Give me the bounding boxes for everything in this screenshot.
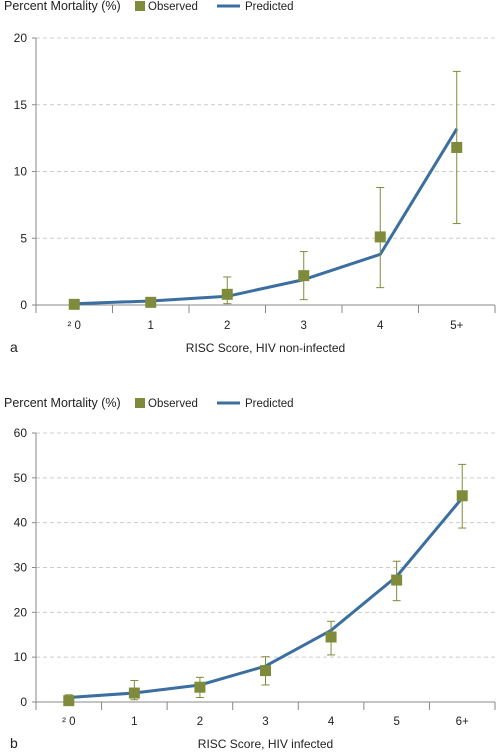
y-tick-label: 30 [14,561,28,575]
legend-predicted-label: Predicted [245,398,294,410]
observed-marker [68,298,80,310]
x-tick-label: 3 [301,320,307,332]
y-tick-label: 20 [14,605,28,619]
y-tick-label: 20 [14,31,28,45]
legend-observed-marker [135,1,145,11]
y-tick-label: 0 [20,695,27,709]
observed-marker [128,687,140,699]
y-tick-label: 15 [14,98,28,112]
x-tick-label: 2 [197,716,203,728]
observed-marker [63,695,75,707]
observed-marker [194,681,206,693]
y-tick-label: 10 [14,650,28,664]
observed-marker [451,141,463,153]
observed-marker [325,631,337,643]
observed-marker [260,665,271,677]
y-tick-label: 40 [14,516,28,530]
x-tick-label: 2 [224,320,230,332]
x-tick-label: 6+ [456,716,469,728]
observed-marker [456,490,468,502]
x-tick-label: ² 0 [62,716,75,728]
panel-label: a [10,339,18,355]
panel-label: b [10,735,18,751]
observed-marker [145,296,157,308]
legend-observed-marker [135,398,145,408]
y-tick-label: 60 [14,426,28,440]
x-tick-label: 4 [377,320,384,332]
x-tick-label: 4 [328,716,335,728]
y-tick-label: 50 [14,471,28,485]
x-tick-label: 3 [262,716,268,728]
observed-marker [391,574,403,586]
y-tick-label: 0 [20,298,27,312]
observed-marker [221,288,233,300]
legend-observed-label: Observed [148,1,198,13]
observed-marker [298,270,310,282]
x-axis-title: RISC Score, HIV non-infected [186,341,345,355]
x-tick-label: ² 0 [68,320,81,332]
y-tick-label: 10 [14,165,28,179]
legend-predicted-label: Predicted [245,1,294,13]
x-tick-label: 1 [148,320,154,332]
y-tick-label: 5 [20,231,27,245]
x-tick-label: 5+ [450,320,463,332]
y-axis-title: Percent Mortality (%) [4,0,121,13]
x-tick-label: 5 [393,716,399,728]
observed-marker [374,231,386,243]
x-tick-label: 1 [131,716,137,728]
y-axis-title: Percent Mortality (%) [4,396,121,410]
predicted-series-line [74,128,459,306]
x-axis-title: RISC Score, HIV infected [198,737,333,751]
legend-observed-label: Observed [148,398,198,410]
